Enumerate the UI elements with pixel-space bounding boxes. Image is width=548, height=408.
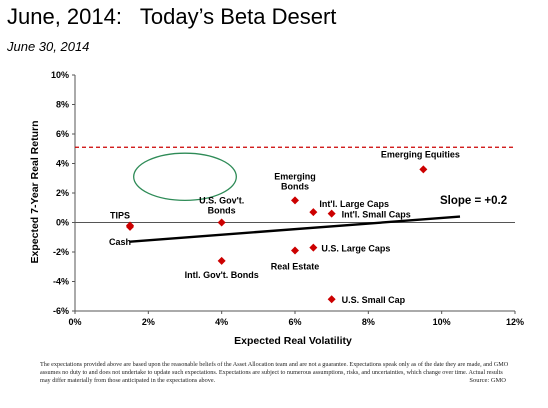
- page-subtitle: June 30, 2014: [7, 39, 90, 54]
- axes-layer: 10%8%6%4%2%0%-2%-4%-6%0% 2% 4% 6% 8% 10% 12%: [51, 70, 524, 327]
- x-tick-label: 8%: [362, 317, 375, 327]
- data-point-marker: [291, 246, 299, 255]
- y-tick-label: 4%: [56, 159, 69, 169]
- data-point-label: Emerging Bonds: [274, 171, 316, 191]
- x-tick-label: 2%: [142, 317, 155, 327]
- data-point-marker: [217, 218, 226, 227]
- data-point-label: Cash: [109, 237, 131, 247]
- data-point-marker: [217, 256, 226, 265]
- source-note: Source: GMO: [469, 377, 506, 384]
- point-labels-layer: TIPS Cash U.S. Gov't. Bonds Intl. Gov't. Bon…: [109, 149, 460, 305]
- x-axis-title: Expected Real Volatility: [234, 335, 352, 347]
- y-tick-label: 0%: [56, 218, 69, 228]
- data-point-marker: [309, 243, 318, 252]
- y-tick-label: -2%: [53, 247, 69, 257]
- data-point-marker: [291, 196, 299, 205]
- data-point-label: Emerging Equities: [381, 149, 460, 159]
- data-point-marker: [419, 165, 428, 174]
- data-point-label: U.S. Large Caps: [321, 244, 390, 254]
- y-tick-label: 2%: [56, 188, 69, 198]
- data-point-marker: [126, 222, 134, 231]
- x-tick-label: 6%: [288, 317, 301, 327]
- data-point-marker: [327, 295, 336, 304]
- data-point-label: Int'l. Large Caps: [319, 199, 389, 209]
- data-point-label: U.S. Gov't. Bonds: [199, 196, 244, 216]
- trend-line: [129, 215, 461, 243]
- data-point-label: Intl. Gov't. Bonds: [185, 270, 259, 280]
- x-tick-label: 12%: [506, 317, 524, 327]
- data-point-label: Real Estate: [271, 262, 320, 272]
- y-tick-label: 10%: [51, 70, 69, 80]
- disclaimer-footnote: The expectations provided above are base…: [40, 361, 509, 385]
- slope-annotation: Slope = +0.2: [440, 195, 507, 207]
- x-tick-label: 0%: [68, 317, 81, 327]
- data-point-label: U.S. Small Cap: [342, 295, 406, 305]
- x-tick-label: 4%: [215, 317, 228, 327]
- x-tick-label: 10%: [433, 317, 451, 327]
- y-tick-label: -6%: [53, 306, 69, 316]
- reference-layer: [75, 146, 515, 243]
- data-point-label: TIPS: [110, 210, 130, 220]
- y-tick-label: 6%: [56, 129, 69, 139]
- highlight-ellipse: [133, 152, 237, 202]
- y-tick-label: 8%: [56, 100, 69, 110]
- y-tick-label: -4%: [53, 277, 69, 287]
- data-point-label: Int'l. Small Caps: [342, 210, 411, 220]
- data-point-marker: [327, 209, 336, 218]
- page-title: June, 2014: Today’s Beta Desert: [7, 4, 337, 29]
- points-layer: [126, 165, 428, 304]
- y-axis-title: Expected 7-Year Real Return: [29, 121, 41, 264]
- data-point-marker: [309, 208, 318, 217]
